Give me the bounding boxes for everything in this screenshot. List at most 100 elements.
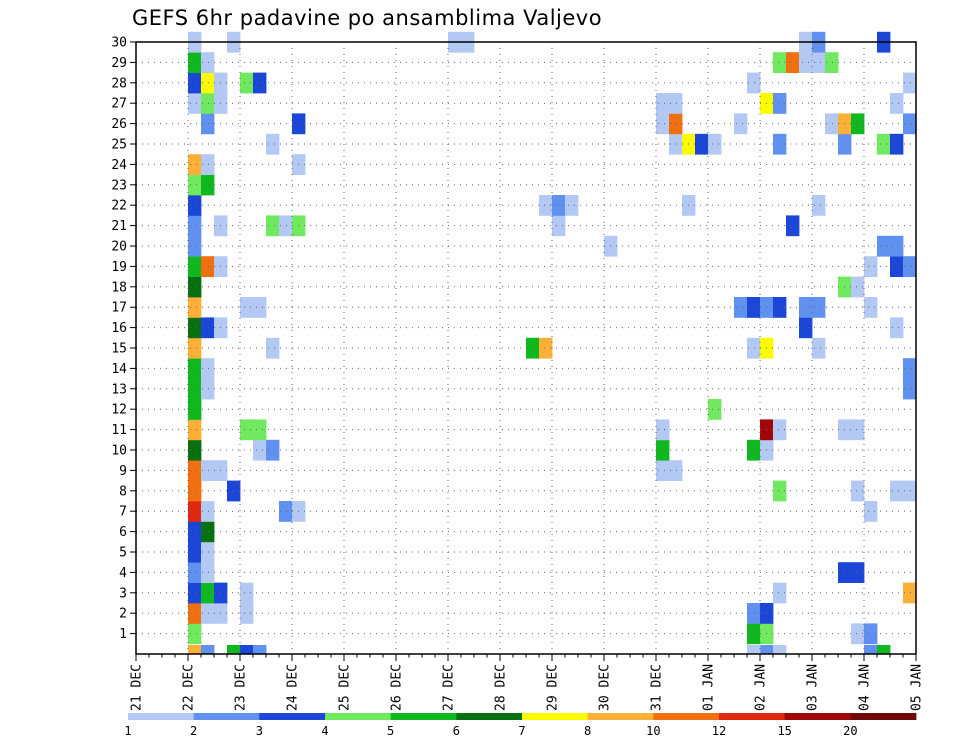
heatmap-cell — [240, 72, 254, 94]
legend-label: 8 — [584, 724, 591, 738]
x-tick-label: 26 DEC — [390, 664, 405, 711]
heatmap-cell — [851, 623, 865, 645]
heatmap-cell — [266, 215, 280, 237]
legend-label: 5 — [387, 724, 394, 738]
y-tick-label: 26 — [111, 117, 127, 132]
heatmap-cell — [253, 419, 267, 441]
chart-title: GEFS 6hr padavine po ansamblima Valjevo — [132, 6, 603, 30]
y-tick-label: 29 — [111, 56, 127, 71]
legend-color-swatch — [850, 713, 917, 720]
heatmap-cell — [656, 439, 670, 461]
heatmap-cell — [188, 297, 202, 318]
heatmap-cell — [773, 93, 787, 114]
legend-color-swatch — [522, 713, 589, 720]
heatmap-cell — [188, 358, 202, 379]
heatmap-cell — [201, 603, 215, 624]
y-tick-label: 5 — [119, 546, 127, 561]
y-tick-label: 20 — [111, 240, 127, 255]
y-tick-label: 14 — [111, 362, 127, 377]
heatmap-cell — [799, 317, 813, 339]
heatmap-cell — [188, 72, 202, 94]
heatmap-cell — [669, 93, 683, 114]
heatmap-cell — [266, 133, 280, 155]
x-tick-label: 27 DEC — [442, 664, 457, 711]
heatmap-cell — [825, 52, 839, 73]
heatmap-cell — [201, 174, 215, 196]
heatmap-cells — [188, 31, 917, 655]
heatmap-cell — [903, 358, 917, 379]
heatmap-cell — [773, 133, 787, 155]
y-tick-label: 8 — [119, 484, 127, 499]
heatmap-cell — [201, 154, 215, 175]
heatmap-cell — [890, 93, 904, 114]
legend-color-swatch — [259, 713, 326, 720]
heatmap-cell — [188, 52, 202, 73]
heatmap-cell — [266, 337, 280, 359]
legend-color-swatch — [587, 713, 654, 720]
heatmap-cell — [188, 195, 202, 216]
x-tick-label: 24 DEC — [286, 664, 301, 711]
heatmap-cell — [903, 378, 917, 400]
heatmap-cell — [201, 521, 215, 543]
heatmap-cell — [877, 235, 891, 257]
axis-ticks: 1234567891011121314151617181920212223242… — [111, 36, 924, 711]
heatmap-cell — [552, 195, 566, 216]
heatmap-cell — [539, 195, 553, 216]
heatmap-cell — [851, 562, 865, 583]
heatmap-cell — [695, 133, 709, 155]
heatmap-cell — [188, 562, 202, 583]
heatmap-cell — [240, 603, 254, 624]
legend-color-swatch — [128, 713, 195, 720]
heatmap-cell — [188, 582, 202, 604]
heatmap-cell — [773, 480, 787, 502]
heatmap-cell — [227, 645, 241, 655]
heatmap-cell — [188, 439, 202, 461]
heatmap-cell — [201, 562, 215, 583]
y-tick-label: 16 — [111, 321, 127, 336]
heatmap-cell — [799, 52, 813, 73]
legend-color-swatch — [456, 713, 523, 720]
heatmap-cell — [747, 603, 761, 624]
heatmap-cell — [812, 52, 826, 73]
heatmap-cell — [201, 582, 215, 604]
y-tick-label: 4 — [119, 566, 127, 581]
x-tick-label: 30 DEC — [598, 664, 613, 711]
legend-label: 1 — [124, 724, 131, 738]
heatmap-cell — [188, 460, 202, 481]
heatmap-cell — [890, 256, 904, 277]
x-tick-label: 23 DEC — [234, 664, 249, 711]
legend-color-swatch — [653, 713, 720, 720]
x-tick-label: 05 JAN — [910, 664, 925, 711]
heatmap-cell — [708, 133, 722, 155]
x-tick-label: 22 DEC — [182, 664, 197, 711]
heatmap-cell — [279, 215, 293, 237]
heatmap-cell — [812, 297, 826, 318]
heatmap-cell — [903, 480, 917, 502]
heatmap-cell — [240, 582, 254, 604]
heatmap-cell — [773, 582, 787, 604]
heatmap-cell — [188, 603, 202, 624]
y-tick-label: 6 — [119, 525, 127, 540]
heatmap-cell — [747, 72, 761, 94]
heatmap-cell — [799, 297, 813, 318]
heatmap-cell — [201, 72, 215, 94]
heatmap-cell — [773, 52, 787, 73]
heatmap-cell — [747, 623, 761, 645]
heatmap-cell — [201, 317, 215, 339]
heatmap-cell — [253, 645, 267, 655]
y-tick-label: 27 — [111, 97, 127, 112]
heatmap-cell — [201, 460, 215, 481]
heatmap-cell — [188, 521, 202, 543]
heatmap-cell — [734, 297, 748, 318]
heatmap-cell — [279, 501, 293, 522]
heatmap-cell — [864, 256, 878, 277]
heatmap-cell — [201, 541, 215, 563]
heatmap-cell — [851, 276, 865, 298]
legend-color-swatch — [784, 713, 851, 720]
heatmap-cell — [201, 358, 215, 379]
heatmap-cell — [851, 113, 865, 135]
x-tick-label: 03 JAN — [806, 664, 821, 711]
heatmap-cell — [656, 113, 670, 135]
legend-color-swatch — [390, 713, 457, 720]
